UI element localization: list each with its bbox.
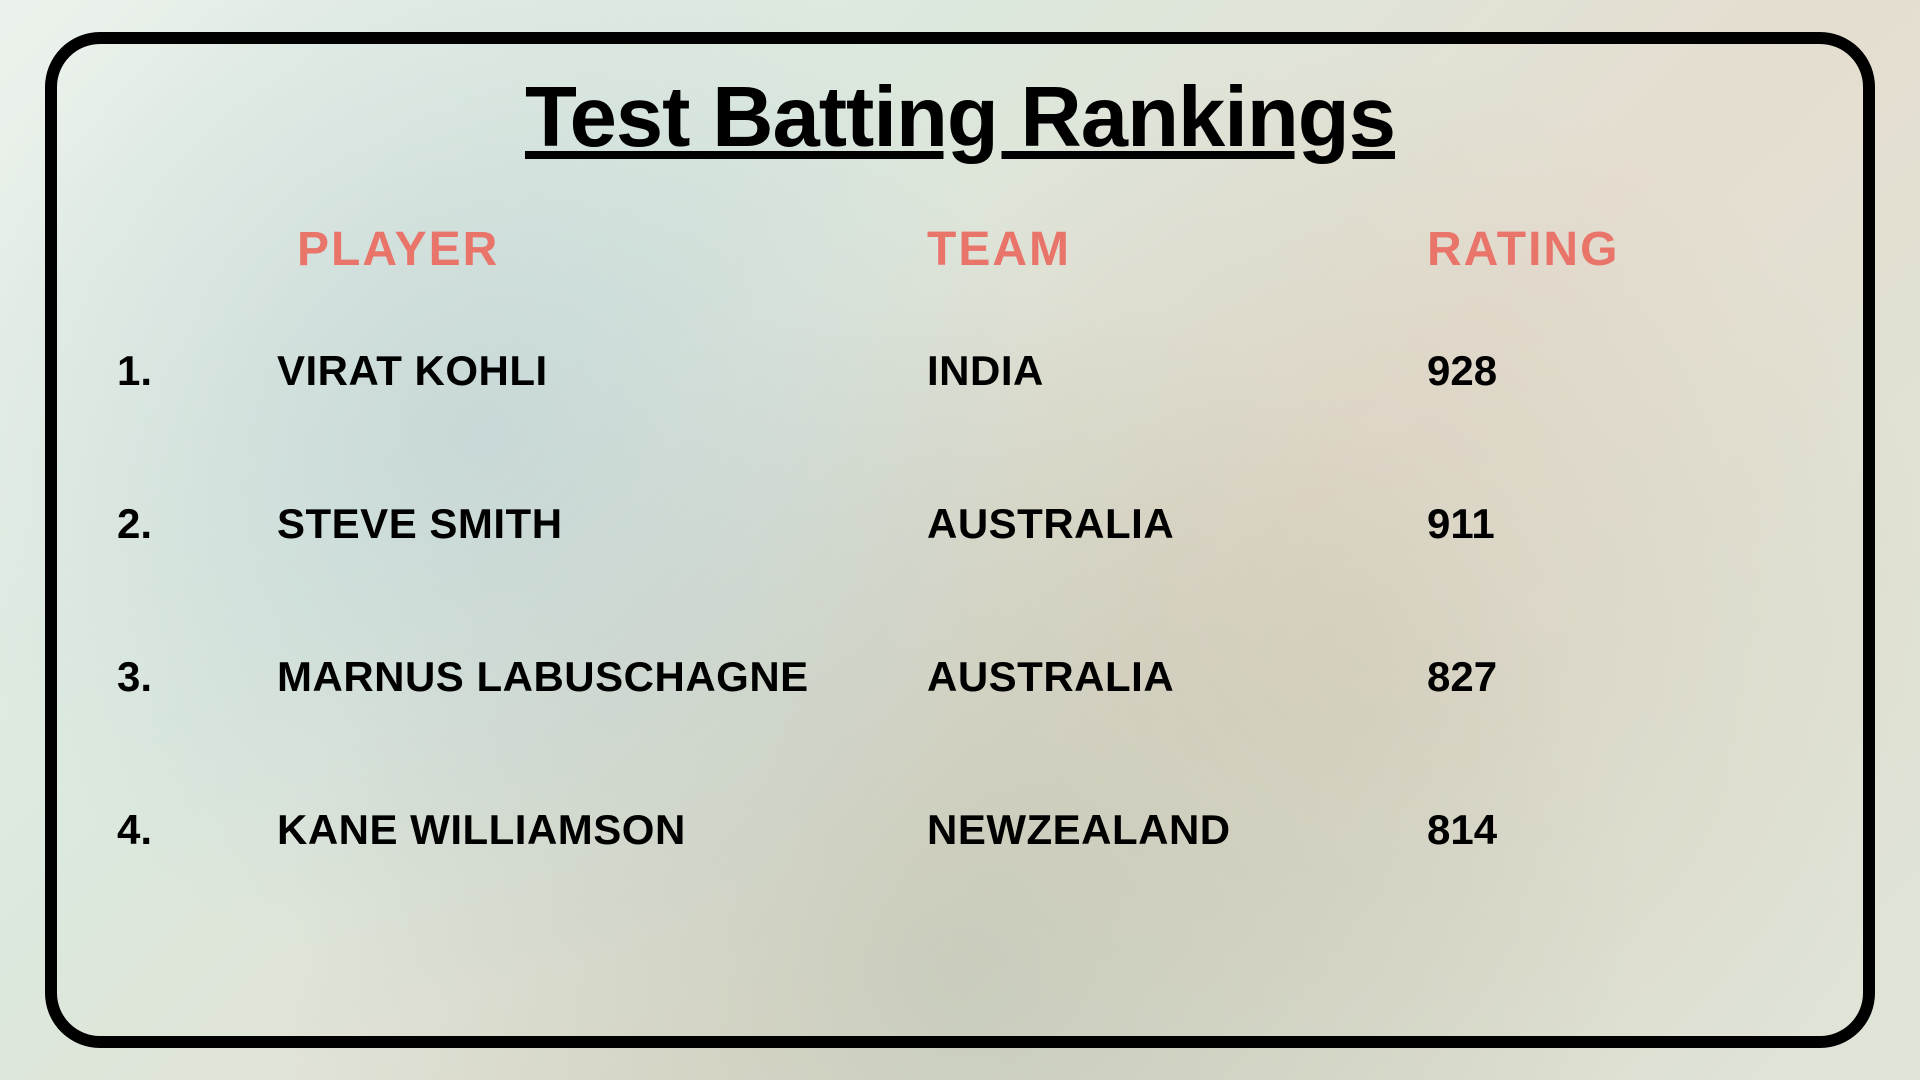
content-frame: Test Batting Rankings PLAYER TEAM RATING… bbox=[45, 32, 1875, 1048]
rankings-table: PLAYER TEAM RATING 1. VIRAT KOHLI INDIA … bbox=[117, 222, 1803, 854]
player-cell: MARNUS LABUSCHAGNE bbox=[247, 653, 927, 701]
team-cell: INDIA bbox=[927, 347, 1427, 395]
team-cell: AUSTRALIA bbox=[927, 500, 1427, 548]
rank-cell: 4. bbox=[117, 806, 247, 854]
rating-value: 911 bbox=[1427, 500, 1495, 547]
player-cell: KANE WILLIAMSON bbox=[247, 806, 927, 854]
rank-value: 3. bbox=[117, 653, 152, 700]
rating-value: 814 bbox=[1427, 806, 1497, 853]
rating-value: 827 bbox=[1427, 653, 1497, 700]
page-title: Test Batting Rankings bbox=[117, 69, 1803, 167]
player-cell: VIRAT KOHLI bbox=[247, 347, 927, 395]
team-value: AUSTRALIA bbox=[927, 653, 1174, 700]
player-value: KANE WILLIAMSON bbox=[247, 806, 686, 853]
table-header-row: PLAYER TEAM RATING bbox=[117, 222, 1803, 277]
player-value: VIRAT KOHLI bbox=[247, 347, 548, 394]
rating-cell: 827 bbox=[1427, 653, 1803, 701]
team-value: INDIA bbox=[927, 347, 1044, 394]
team-value: NEWZEALAND bbox=[927, 806, 1231, 853]
rating-cell: 911 bbox=[1427, 500, 1803, 548]
rank-cell: 2. bbox=[117, 500, 247, 548]
player-value: STEVE SMITH bbox=[247, 500, 563, 547]
header-team-col: TEAM bbox=[927, 222, 1427, 277]
rank-cell: 3. bbox=[117, 653, 247, 701]
header-team-label: TEAM bbox=[927, 223, 1071, 276]
table-row: 2. STEVE SMITH AUSTRALIA 911 bbox=[117, 500, 1803, 548]
table-row: 4. KANE WILLIAMSON NEWZEALAND 814 bbox=[117, 806, 1803, 854]
rank-cell: 1. bbox=[117, 347, 247, 395]
rank-value: 4. bbox=[117, 806, 152, 853]
header-rating-label: RATING bbox=[1427, 223, 1619, 276]
team-cell: AUSTRALIA bbox=[927, 653, 1427, 701]
rating-cell: 928 bbox=[1427, 347, 1803, 395]
rank-value: 2. bbox=[117, 500, 152, 547]
team-value: AUSTRALIA bbox=[927, 500, 1174, 547]
header-rank-spacer bbox=[117, 222, 247, 277]
rating-cell: 814 bbox=[1427, 806, 1803, 854]
team-cell: NEWZEALAND bbox=[927, 806, 1427, 854]
rating-value: 928 bbox=[1427, 347, 1497, 394]
table-row: 3. MARNUS LABUSCHAGNE AUSTRALIA 827 bbox=[117, 653, 1803, 701]
player-cell: STEVE SMITH bbox=[247, 500, 927, 548]
header-player-label: PLAYER bbox=[247, 223, 499, 276]
table-row: 1. VIRAT KOHLI INDIA 928 bbox=[117, 347, 1803, 395]
rank-value: 1. bbox=[117, 347, 152, 394]
header-player-col: PLAYER bbox=[247, 222, 927, 277]
header-rating-col: RATING bbox=[1427, 222, 1803, 277]
player-value: MARNUS LABUSCHAGNE bbox=[247, 653, 809, 700]
